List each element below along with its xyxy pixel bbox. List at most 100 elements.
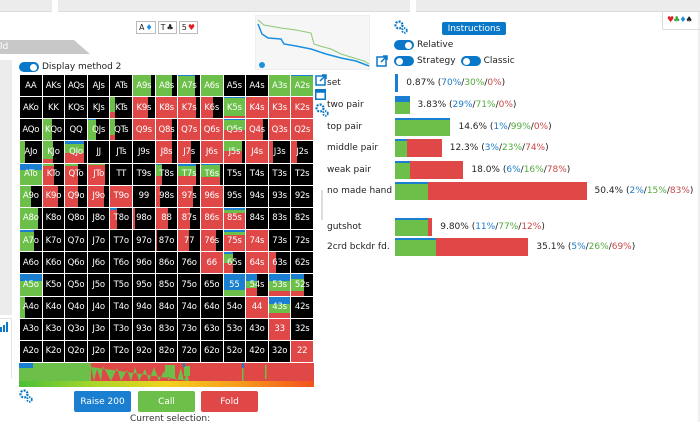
- fold-button[interactable]: Fold: [201, 391, 258, 412]
- hand-cell[interactable]: 98s: [155, 185, 178, 207]
- hand-cell[interactable]: 84s: [246, 207, 268, 230]
- hand-cell[interactable]: 72o: [178, 340, 200, 362]
- hand-cell[interactable]: 84o: [155, 296, 178, 318]
- hand-cell[interactable]: 75s: [223, 230, 246, 252]
- hand-cell[interactable]: JTo: [87, 163, 110, 185]
- hand-cell[interactable]: J9s: [133, 141, 155, 163]
- classic-switch[interactable]: [460, 56, 481, 66]
- hand-cell[interactable]: K9o: [42, 185, 65, 207]
- hand-cell[interactable]: 33: [268, 318, 291, 340]
- hand-cell[interactable]: J8o: [87, 207, 110, 230]
- hand-cell[interactable]: A9o: [20, 185, 42, 207]
- hand-cell[interactable]: 66: [200, 252, 223, 274]
- hand-cell[interactable]: A8s: [155, 75, 178, 97]
- hand-cell[interactable]: J6s: [200, 141, 223, 163]
- hand-cell[interactable]: A5o: [20, 274, 42, 296]
- hand-cell[interactable]: A3s: [268, 75, 291, 97]
- hand-cell[interactable]: 96s: [200, 185, 223, 207]
- hand-cell[interactable]: A4s: [246, 75, 268, 97]
- hand-cell[interactable]: A2s: [291, 75, 313, 97]
- hand-cell[interactable]: 43s: [268, 296, 291, 318]
- hand-cell[interactable]: 63o: [200, 318, 223, 340]
- hand-cell[interactable]: T3s: [268, 163, 291, 185]
- hand-cell[interactable]: QJo: [65, 141, 87, 163]
- hand-cell[interactable]: 64o: [200, 296, 223, 318]
- hand-cell[interactable]: TT: [110, 163, 133, 185]
- window-icon[interactable]: [315, 89, 326, 100]
- hand-cell[interactable]: A6o: [20, 252, 42, 274]
- hand-cell[interactable]: T4s: [246, 163, 268, 185]
- hand-cell[interactable]: T6s: [200, 163, 223, 185]
- hand-cell[interactable]: 86s: [200, 207, 223, 230]
- hand-cell[interactable]: Q3s: [268, 119, 291, 141]
- hand-cell[interactable]: A4o: [20, 296, 42, 318]
- options-gear-icon[interactable]: [394, 20, 408, 34]
- hand-cell[interactable]: Q5o: [65, 274, 87, 296]
- hand-cell[interactable]: 85o: [155, 274, 178, 296]
- hand-cell[interactable]: 42s: [291, 296, 313, 318]
- hand-cell[interactable]: QQ: [65, 119, 87, 141]
- hand-cell[interactable]: 74s: [246, 230, 268, 252]
- hand-cell[interactable]: 92s: [291, 185, 313, 207]
- hand-cell[interactable]: JJ: [87, 141, 110, 163]
- hand-cell[interactable]: AA: [20, 75, 42, 97]
- suit-icon[interactable]: ♣: [673, 15, 680, 24]
- hand-cell[interactable]: J6o: [87, 252, 110, 274]
- hand-cell[interactable]: K8s: [155, 97, 178, 119]
- bar-chart-icon[interactable]: [0, 320, 10, 332]
- page-scrollbar[interactable]: [698, 12, 700, 422]
- hand-cell[interactable]: A8o: [20, 207, 42, 230]
- hand-cell[interactable]: T5s: [223, 163, 246, 185]
- suit-icon[interactable]: ♠: [685, 15, 693, 24]
- hand-cell[interactable]: Q2o: [65, 340, 87, 362]
- hand-cell[interactable]: A9s: [133, 75, 155, 97]
- relative-switch[interactable]: [394, 40, 414, 50]
- suit-icon[interactable]: ♦: [679, 15, 686, 24]
- hand-cell[interactable]: K6s: [200, 97, 223, 119]
- hand-cell[interactable]: T6o: [110, 252, 133, 274]
- hand-cell[interactable]: T7o: [110, 230, 133, 252]
- hand-cell[interactable]: K4o: [42, 296, 65, 318]
- hand-cell[interactable]: KK: [42, 97, 65, 119]
- hand-cell[interactable]: 55: [223, 274, 246, 296]
- hand-cell[interactable]: 93s: [268, 185, 291, 207]
- external-link-icon[interactable]: [376, 55, 388, 67]
- hand-cell[interactable]: K3s: [268, 97, 291, 119]
- hand-cell[interactable]: 72s: [291, 230, 313, 252]
- hand-cell[interactable]: T9s: [133, 163, 155, 185]
- hand-category-row[interactable]: no made hand 50.4% (2%/15%/83%): [327, 182, 700, 200]
- category-scrollbar[interactable]: [321, 190, 323, 220]
- hand-category-row[interactable]: top pair 14.6% (1%/99%/0%): [327, 118, 700, 136]
- hand-cell[interactable]: J5o: [87, 274, 110, 296]
- hand-cell[interactable]: 97s: [178, 185, 200, 207]
- hand-cell[interactable]: K5o: [42, 274, 65, 296]
- hand-cell[interactable]: AKs: [42, 75, 65, 97]
- hand-cell[interactable]: 95o: [133, 274, 155, 296]
- hand-cell[interactable]: J5s: [223, 141, 246, 163]
- hand-cell[interactable]: J3s: [268, 141, 291, 163]
- hand-cell[interactable]: A3o: [20, 318, 42, 340]
- suit-icon[interactable]: ♥: [667, 15, 674, 24]
- hand-cell[interactable]: AJs: [87, 75, 110, 97]
- hand-cell[interactable]: Q6o: [65, 252, 87, 274]
- hand-cell[interactable]: 53o: [223, 318, 246, 340]
- equity-mini-chart[interactable]: [255, 15, 370, 70]
- hand-cell[interactable]: J7s: [178, 141, 200, 163]
- hand-cell[interactable]: J2s: [291, 141, 313, 163]
- hand-cell[interactable]: 96o: [133, 252, 155, 274]
- display-method-switch[interactable]: [19, 62, 39, 72]
- hand-cell[interactable]: 43o: [246, 318, 268, 340]
- hand-cell[interactable]: AQo: [20, 119, 42, 141]
- hand-cell[interactable]: 85s: [223, 207, 246, 230]
- hand-cell[interactable]: K3o: [42, 318, 65, 340]
- hand-cell[interactable]: K6o: [42, 252, 65, 274]
- hand-cell[interactable]: 62o: [200, 340, 223, 362]
- hand-cell[interactable]: K8o: [42, 207, 65, 230]
- hand-cell[interactable]: KJo: [42, 141, 65, 163]
- hand-cell[interactable]: 82o: [155, 340, 178, 362]
- hand-cell[interactable]: 87o: [155, 230, 178, 252]
- call-button[interactable]: Call: [138, 391, 195, 412]
- hand-cell[interactable]: Q6s: [200, 119, 223, 141]
- hand-cell[interactable]: KJs: [87, 97, 110, 119]
- hand-cell[interactable]: T5o: [110, 274, 133, 296]
